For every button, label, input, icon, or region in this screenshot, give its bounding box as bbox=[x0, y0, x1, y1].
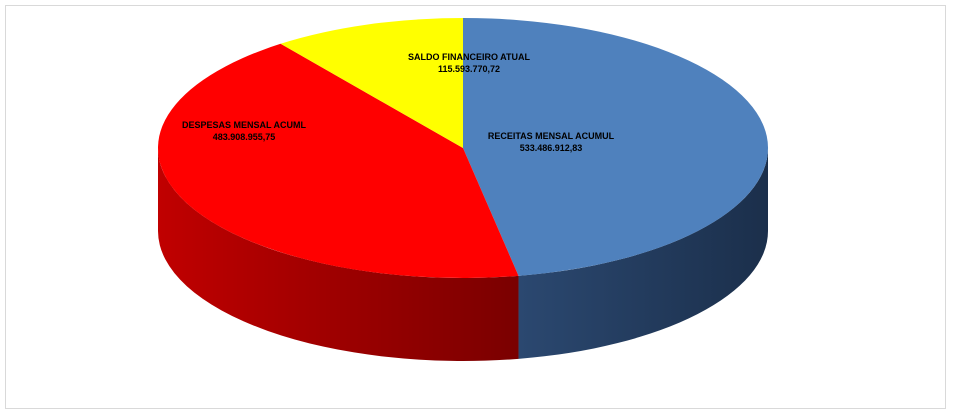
pie-slice bbox=[157, 43, 519, 279]
slice-value-label: 483.908.955,75 bbox=[213, 132, 276, 142]
chart-area: RECEITAS MENSAL ACUMUL 533.486.912,83 DESP… bbox=[5, 5, 946, 409]
pie-slice bbox=[280, 18, 463, 148]
slice-label: RECEITAS MENSAL ACUMUL bbox=[488, 131, 615, 141]
pie-chart: RECEITAS MENSAL ACUMUL 533.486.912,83 DESP… bbox=[157, 18, 769, 362]
pie-slice-side bbox=[518, 148, 768, 359]
pie-slice-side bbox=[157, 148, 519, 362]
slice-label: DESPESAS MENSAL ACUML bbox=[182, 120, 307, 130]
slice-value-label: 115.593.770,72 bbox=[438, 64, 500, 74]
pie-slice bbox=[463, 18, 769, 276]
slice-value-label: 533.486.912,83 bbox=[520, 143, 583, 153]
slice-label: SALDO FINANCEIRO ATUAL bbox=[408, 52, 530, 62]
